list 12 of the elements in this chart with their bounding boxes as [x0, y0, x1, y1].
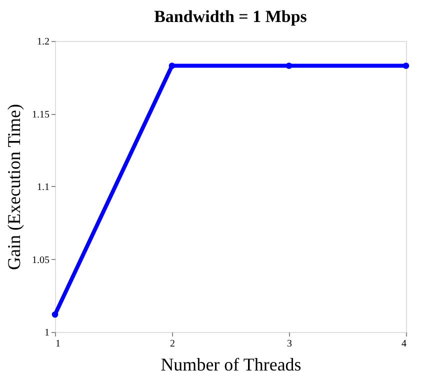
chart-title: Bandwidth = 1 Mbps [154, 7, 308, 26]
y-tick-label: 1.05 [32, 254, 50, 266]
x-tick-label: 4 [402, 338, 406, 350]
x-tick-label: 2 [170, 338, 175, 350]
y-tick-label: 1.1 [37, 182, 50, 193]
x-tick-label: 3 [287, 338, 292, 350]
y-axis-title: Gain (Execution Time) [4, 104, 24, 270]
y-tick-label: 1.15 [32, 109, 50, 120]
y-tick-label: 1 [44, 328, 50, 338]
x-tick-label: 1 [56, 338, 60, 350]
y-tick-label: 1.2 [37, 36, 50, 48]
x-axis-title: Number of Threads [160, 354, 302, 374]
